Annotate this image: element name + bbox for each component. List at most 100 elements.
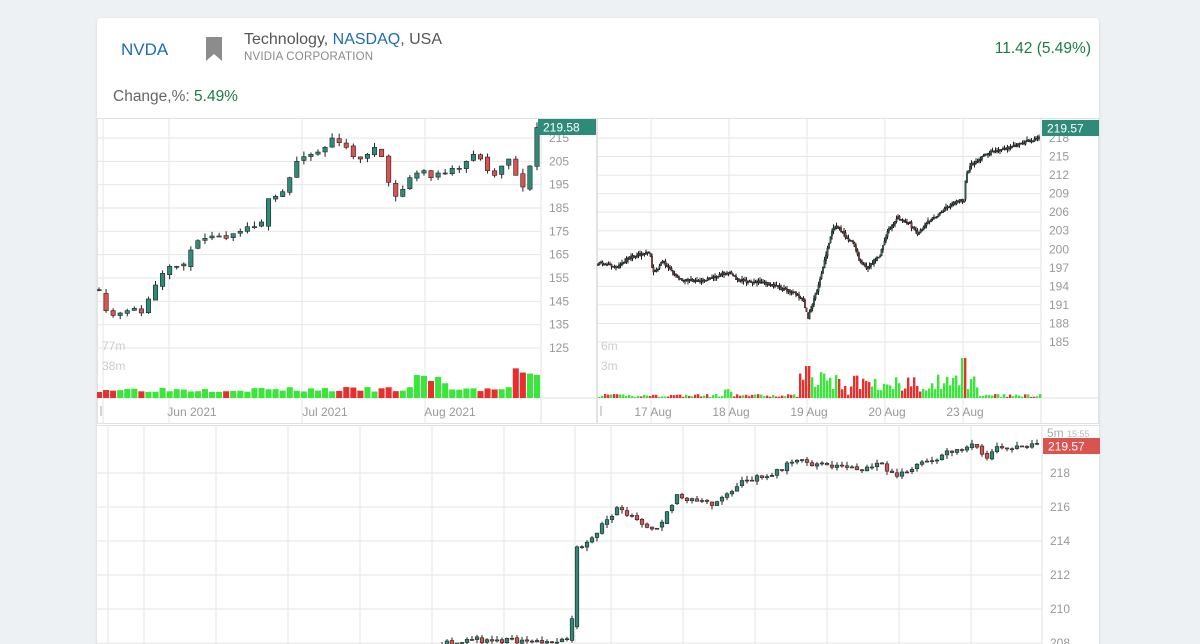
- intraday-chart[interactable]: 2182152122092062032001971941911881856m3m…: [597, 118, 1099, 424]
- change-label: Change,%:: [113, 88, 190, 105]
- volume-bar: [841, 389, 844, 398]
- candle: [777, 285, 779, 287]
- candle: [742, 279, 745, 282]
- price-tick-label: 135: [549, 318, 569, 332]
- candle: [584, 541, 590, 548]
- candle: [934, 216, 937, 219]
- candle: [715, 275, 718, 278]
- volume-bar: [533, 374, 541, 398]
- candle: [287, 177, 293, 193]
- volume-bar: [1003, 394, 1006, 398]
- candle: [621, 262, 623, 266]
- candle: [751, 281, 754, 284]
- candle: [509, 637, 515, 640]
- candle: [428, 170, 434, 178]
- candle: [449, 168, 455, 175]
- candle: [679, 277, 682, 280]
- candle: [967, 170, 970, 174]
- candle: [690, 278, 692, 281]
- candle: [1002, 148, 1004, 150]
- candle: [1014, 144, 1016, 147]
- price-tick-label: 212: [1050, 568, 1070, 582]
- candle: [885, 236, 887, 241]
- candle: [724, 493, 730, 498]
- volume-tick-label: 77m: [102, 339, 125, 353]
- candle: [343, 142, 349, 148]
- bookmark-icon[interactable]: [204, 37, 224, 61]
- volume-bar: [498, 389, 505, 398]
- candle: [739, 480, 745, 486]
- candle: [951, 204, 953, 206]
- candle: [780, 285, 782, 290]
- candle: [764, 476, 770, 479]
- candle: [216, 235, 222, 238]
- volume-bar: [110, 390, 117, 398]
- volume-bar: [159, 387, 166, 398]
- last-price-tag: 219.57: [1048, 440, 1085, 454]
- candle: [1017, 143, 1019, 146]
- candle: [726, 272, 728, 275]
- chart-border: [597, 118, 1099, 424]
- sector-label: Technology: [244, 31, 324, 48]
- candle: [729, 491, 735, 495]
- volume-bar: [258, 388, 265, 398]
- candle: [153, 284, 159, 301]
- price-tick-label: 208: [1050, 636, 1070, 644]
- price-change-value: 11.42: [994, 40, 1033, 57]
- candle: [969, 166, 971, 171]
- candle: [657, 268, 659, 271]
- candle: [969, 443, 975, 448]
- price-tick-label: 175: [549, 224, 569, 238]
- candle: [97, 289, 102, 291]
- candle: [760, 282, 763, 284]
- candle: [859, 469, 865, 472]
- volume-bar: [880, 390, 883, 398]
- candle: [816, 290, 818, 294]
- candle: [775, 284, 778, 287]
- candle: [724, 273, 727, 275]
- candle: [879, 462, 885, 465]
- candle: [948, 206, 950, 209]
- volume-bar: [691, 396, 694, 398]
- candle: [138, 308, 144, 314]
- price-change-percent: (5.49%): [1036, 40, 1091, 57]
- candle: [655, 269, 658, 272]
- candle: [1005, 148, 1007, 150]
- candle: [630, 256, 632, 260]
- volume-bar: [940, 389, 943, 398]
- candle: [769, 284, 772, 286]
- exchange-link[interactable]: NASDAQ: [332, 31, 401, 48]
- daily-candles: [97, 122, 540, 320]
- interval-label: 5m: [1047, 426, 1064, 440]
- candle: [1036, 137, 1039, 140]
- candle: [952, 201, 955, 205]
- candle: [772, 283, 775, 287]
- candle: [693, 280, 695, 282]
- candle: [916, 230, 919, 235]
- candle: [706, 278, 709, 281]
- volume-bar: [1024, 394, 1027, 398]
- daily-chart[interactable]: 21520519518517516515514513512577m38mJun …: [97, 118, 597, 424]
- candle: [1033, 138, 1036, 142]
- volume-bar: [790, 394, 793, 398]
- last-price-tag-bg: [1043, 438, 1100, 454]
- volume-bar: [230, 390, 237, 398]
- candle: [534, 640, 540, 643]
- candle: [1014, 445, 1020, 449]
- candle: [745, 279, 748, 283]
- price-tick-label: 155: [549, 271, 569, 285]
- volume-bar: [889, 385, 892, 398]
- candle: [308, 154, 314, 157]
- volume-bar: [721, 396, 724, 398]
- candle: [801, 297, 803, 300]
- candle: [894, 472, 900, 477]
- ticker-link[interactable]: NVDA: [121, 40, 169, 59]
- candle: [919, 229, 922, 234]
- volume-bar: [1009, 394, 1012, 398]
- candle: [825, 254, 827, 262]
- candle: [688, 279, 691, 282]
- candle: [643, 253, 646, 256]
- candle: [856, 249, 859, 255]
- candle: [792, 291, 794, 294]
